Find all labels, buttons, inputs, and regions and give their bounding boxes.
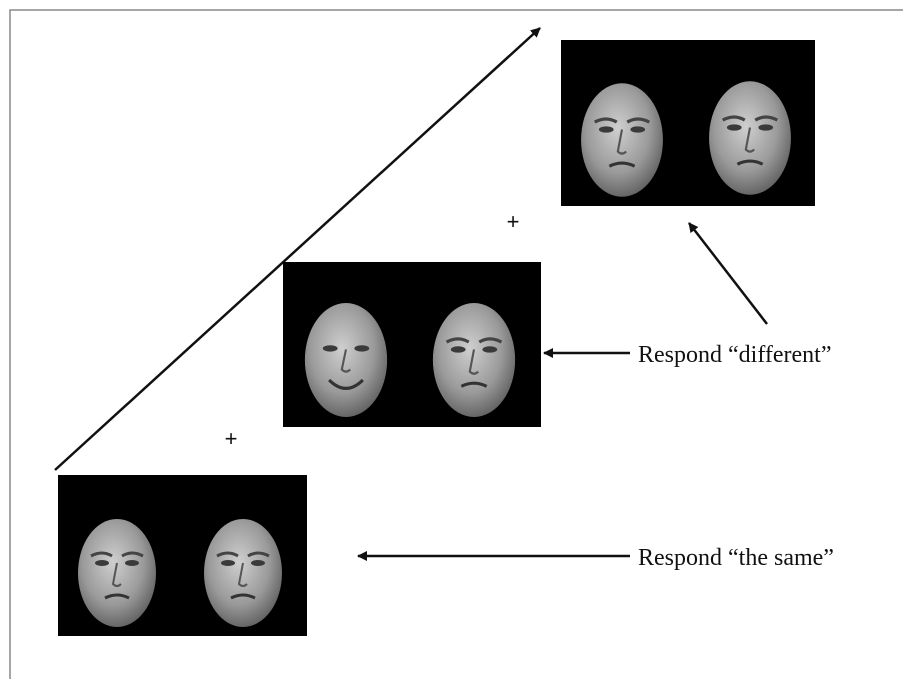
arrow: [688, 222, 768, 325]
face: [708, 79, 792, 197]
face: [431, 302, 517, 418]
face: [580, 82, 664, 198]
face: [203, 517, 283, 629]
fixation-cross: +: [225, 426, 238, 451]
stimulus-panel-2: [283, 262, 541, 427]
response-label: Respond “different”: [638, 342, 832, 368]
stimulus-panel-1: [58, 475, 307, 636]
fixation-cross: +: [507, 209, 520, 234]
response-label: Respond “the same”: [638, 545, 834, 571]
frame: [9, 9, 903, 679]
face: [303, 302, 389, 418]
time-arrow: [54, 27, 541, 471]
face: [77, 517, 157, 629]
stimulus-panel-3: [561, 40, 815, 206]
